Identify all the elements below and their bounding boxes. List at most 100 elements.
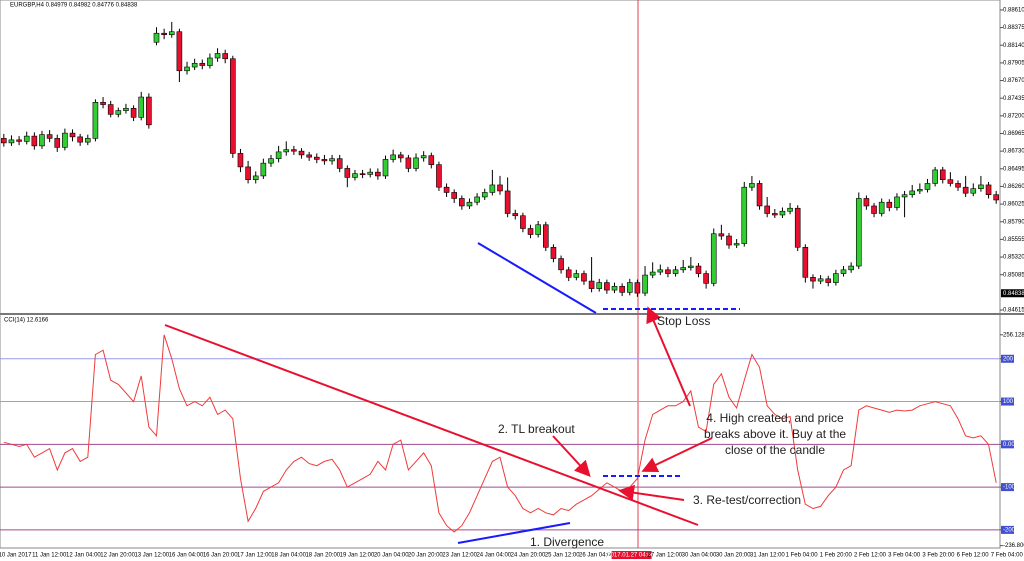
candle-body [252, 175, 259, 180]
candle-body [749, 183, 755, 188]
candle-body [909, 190, 916, 196]
candle-body [718, 233, 725, 237]
x-tick-label: 1 Feb 04:00 [786, 553, 819, 559]
candle-body [573, 273, 580, 278]
candle-body [153, 32, 160, 43]
divergence-line [457, 522, 571, 544]
candle-body [924, 183, 931, 190]
candle-body [390, 154, 396, 160]
candle-body [833, 273, 839, 283]
candle-body [176, 31, 183, 72]
x-tick-label: 26 Jan 04:00 [579, 553, 614, 559]
candle-body [878, 201, 885, 214]
candle-body [168, 31, 175, 36]
candle-body [886, 201, 893, 208]
candle-body [466, 201, 473, 207]
candle-body [649, 271, 656, 276]
candle-body [474, 196, 480, 203]
candle-body [939, 169, 946, 180]
x-tick-label: 18 Jan 20:00 [305, 553, 340, 559]
divergence-line [477, 242, 597, 314]
candle-body [955, 183, 961, 188]
candle-body [947, 179, 954, 184]
candle-body [451, 192, 457, 199]
annotation: 4. High created, and price breaks above … [703, 411, 847, 457]
candle-body [665, 269, 671, 274]
layer [0, 9, 1003, 547]
candle-body [489, 184, 496, 193]
candle-body [917, 189, 923, 192]
x-tick-label: 3 Feb 04:00 [888, 553, 921, 559]
x-tick-label: 12 Jan 20:00 [100, 553, 135, 559]
candle-body [54, 138, 61, 148]
candle-body [932, 169, 938, 184]
x-tick-label: 17 Jan 12:00 [237, 553, 272, 559]
candle-body [222, 53, 228, 60]
candle-body [863, 198, 870, 207]
candle-body [428, 155, 435, 165]
candle-body [527, 228, 534, 235]
candle-body [741, 186, 748, 244]
candle-body [230, 58, 236, 154]
x-tick-label: 30 Jan 20:00 [716, 553, 751, 559]
level-box [1001, 440, 1014, 449]
candle-body [199, 62, 206, 66]
x-tick-label: 23 Jan 12:00 [442, 553, 477, 559]
candle-body [504, 190, 511, 214]
candle-body [313, 156, 320, 160]
x-tick-label: 6 Feb 12:00 [957, 553, 990, 559]
candle-body [779, 210, 786, 216]
y-tick-label: 256.1283 [1003, 332, 1024, 338]
x-tick-label: 10 Jan 2017 [0, 553, 32, 559]
x-tick-label: 16 Jan 20:00 [203, 553, 238, 559]
candle-body [703, 273, 709, 284]
candle-body [237, 153, 244, 168]
y-tick-label: 0.87435 [1003, 96, 1024, 102]
x-tick-label: 19 Jan 12:00 [340, 553, 375, 559]
candle-body [352, 173, 358, 178]
candle-body [894, 196, 900, 208]
candle-body [420, 155, 427, 159]
y-tick-label: -100 [1003, 485, 1016, 491]
candle-body [695, 265, 702, 274]
candle-body [535, 224, 541, 235]
candle-body [710, 233, 717, 284]
candle-body [657, 269, 664, 273]
candle-body [413, 157, 419, 169]
arrow [618, 484, 685, 501]
candle-body [817, 278, 824, 282]
candle-body [558, 258, 564, 271]
candle-body [191, 62, 198, 68]
candle-body [772, 213, 778, 216]
annotation: 2. TL breakout [498, 422, 575, 436]
y-tick-label: -236.8004 [1003, 543, 1024, 549]
candle-body [497, 184, 503, 192]
candle-body [733, 243, 740, 246]
annotation: Stop Loss [657, 314, 710, 328]
candle-body [84, 138, 91, 143]
y-tick-label: 0.87200 [1003, 113, 1024, 119]
candle-body [283, 149, 290, 153]
arrow [646, 306, 691, 407]
candle-body [520, 215, 526, 229]
x-tick-label: 27 Jan 12:00 [647, 553, 682, 559]
candle-body [138, 96, 145, 118]
y-tick-label: 0.85320 [1003, 255, 1024, 261]
y-tick-label: 0.00 [1003, 442, 1015, 448]
candle-body [962, 186, 969, 194]
x-tick-label: 13 Jan 12:00 [134, 553, 169, 559]
level-box [1001, 525, 1014, 534]
candle-body [214, 53, 221, 59]
candle-body [161, 32, 167, 36]
candle-body [764, 205, 770, 214]
candle-body [642, 274, 648, 294]
candle-body [626, 282, 633, 293]
candle-body [978, 184, 984, 189]
y-tick-label: 0.84615 [1003, 308, 1024, 314]
candle-body [298, 150, 305, 156]
x-tick-label: 25 Jan 12:00 [545, 553, 580, 559]
candle-body [62, 132, 68, 148]
x-tick-label: 30 Jan 04:00 [682, 553, 717, 559]
